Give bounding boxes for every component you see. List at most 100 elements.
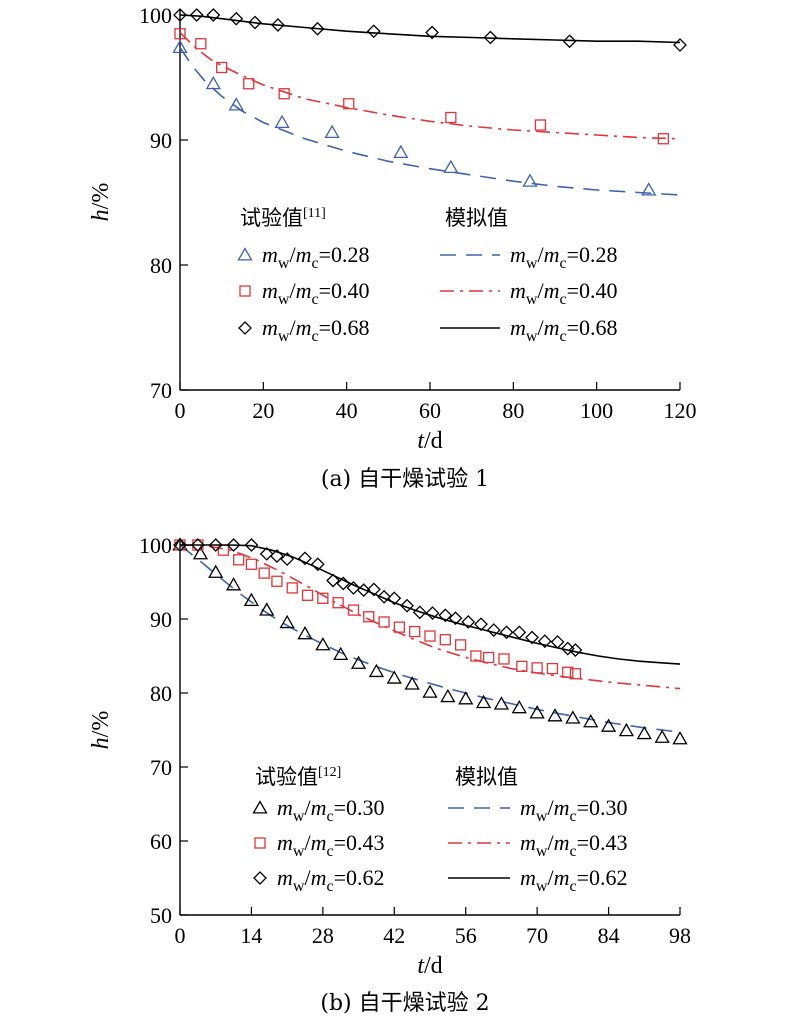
exp-point bbox=[259, 546, 274, 561]
exp-point bbox=[208, 538, 223, 552]
exp-point bbox=[278, 88, 290, 100]
exp-point bbox=[225, 577, 242, 591]
exp-point bbox=[550, 635, 565, 649]
legend-exp-label-0: mw/mc=0.28 bbox=[262, 242, 370, 272]
legend-exp-label-1: mw/mc=0.43 bbox=[277, 830, 385, 860]
x-tick-label: 14 bbox=[240, 923, 262, 948]
exp-point bbox=[387, 591, 402, 606]
exp-point bbox=[461, 615, 476, 629]
sim-line-1 bbox=[179, 544, 681, 690]
exp-point bbox=[443, 159, 459, 174]
legend-exp-label-1: mw/mc=0.40 bbox=[262, 278, 370, 308]
y-axis-label: h/% bbox=[88, 183, 114, 222]
exp-point bbox=[568, 643, 583, 657]
exp-point bbox=[562, 34, 577, 49]
exp-point bbox=[310, 21, 325, 36]
exp-point bbox=[350, 655, 367, 669]
legend-sim-label-2: mw/mc=0.62 bbox=[520, 865, 628, 895]
exp-point bbox=[583, 714, 599, 728]
x-tick-label: 98 bbox=[669, 923, 691, 948]
exp-point bbox=[366, 582, 381, 597]
figure-caption: (a) 自干燥试验 1 bbox=[321, 467, 489, 492]
exp-point bbox=[346, 581, 361, 595]
exp-point bbox=[243, 592, 260, 607]
exp-point bbox=[315, 637, 331, 651]
exp-point bbox=[569, 668, 582, 680]
exp-point bbox=[248, 15, 262, 30]
exp-point bbox=[233, 554, 245, 566]
exp-point bbox=[274, 114, 290, 129]
exp-point bbox=[486, 623, 501, 638]
legend-sim-label-2: mw/mc=0.68 bbox=[510, 315, 618, 345]
exp-point bbox=[363, 611, 375, 623]
x-tick-label: 120 bbox=[664, 398, 697, 423]
exp-point bbox=[347, 604, 360, 616]
y-tick-label: 90 bbox=[150, 128, 172, 153]
exp-point bbox=[600, 718, 617, 732]
x-tick-label: 100 bbox=[580, 398, 613, 423]
exp-point bbox=[172, 39, 188, 54]
legend-exp-label-2: mw/mc=0.62 bbox=[277, 865, 385, 895]
panel-a: 70 80 90 100 0 20 40 60 80 100 120 t/d h/% (a) 自干燥试验 … bbox=[88, 3, 697, 492]
exp-point bbox=[511, 699, 527, 714]
y-axis-label: h/% bbox=[88, 711, 114, 750]
legend-sim-title: 模拟值 bbox=[455, 765, 518, 789]
exp-point bbox=[537, 634, 552, 649]
exp-point bbox=[244, 538, 259, 552]
exp-point bbox=[672, 731, 688, 745]
x-tick-label: 84 bbox=[598, 923, 620, 948]
exp-point bbox=[298, 551, 312, 566]
exp-point bbox=[195, 38, 207, 50]
exp-point bbox=[173, 538, 187, 552]
legend-exp-label-0: mw/mc=0.30 bbox=[277, 795, 385, 825]
exp-point bbox=[458, 691, 474, 705]
legend-sim-title: 模拟值 bbox=[445, 206, 508, 230]
exp-point bbox=[546, 662, 559, 675]
exp-point bbox=[208, 564, 224, 578]
exp-point bbox=[565, 710, 581, 724]
exp-point bbox=[228, 97, 244, 111]
exp-point bbox=[641, 182, 657, 196]
exp-point bbox=[454, 639, 467, 651]
y-tick-label: 100 bbox=[139, 3, 172, 28]
exp-point bbox=[174, 28, 186, 40]
exp-point bbox=[243, 78, 255, 90]
exp-point bbox=[474, 617, 488, 632]
legend-exp-title: 试验值[12] bbox=[255, 765, 341, 789]
y-tick-label: 90 bbox=[150, 607, 172, 632]
exp-point bbox=[445, 111, 457, 124]
y-tick-label: 50 bbox=[150, 903, 172, 928]
exp-point bbox=[378, 616, 390, 628]
legend-marker-0 bbox=[237, 247, 253, 261]
exp-point bbox=[333, 646, 349, 661]
exp-point bbox=[192, 546, 209, 560]
x-axis-label: t/d bbox=[417, 953, 442, 979]
exp-point bbox=[560, 641, 575, 656]
exp-point bbox=[271, 575, 283, 587]
exp-point bbox=[205, 75, 221, 90]
legend-sim-label-1: mw/mc=0.43 bbox=[520, 830, 628, 860]
exp-point bbox=[356, 583, 371, 598]
legend-exp-label-2: mw/mc=0.68 bbox=[262, 315, 370, 345]
exp-point bbox=[516, 660, 528, 673]
exp-point bbox=[310, 557, 325, 572]
legend-marker-1 bbox=[239, 285, 251, 297]
legend-sim-label-0: mw/mc=0.28 bbox=[510, 242, 618, 272]
exp-point bbox=[189, 8, 204, 22]
sim-line-1 bbox=[179, 31, 681, 140]
exp-point bbox=[386, 670, 402, 684]
exp-point bbox=[618, 722, 635, 737]
exp-point bbox=[326, 573, 340, 588]
legend-marker-2 bbox=[238, 321, 252, 335]
exp-point bbox=[393, 621, 406, 633]
exp-point bbox=[522, 173, 538, 187]
exp-point bbox=[493, 696, 510, 710]
exp-point bbox=[424, 630, 436, 642]
exp-point bbox=[332, 597, 344, 609]
exp-point bbox=[498, 653, 510, 665]
exp-point bbox=[206, 8, 221, 22]
exp-point bbox=[377, 589, 392, 604]
exp-point bbox=[409, 625, 421, 638]
